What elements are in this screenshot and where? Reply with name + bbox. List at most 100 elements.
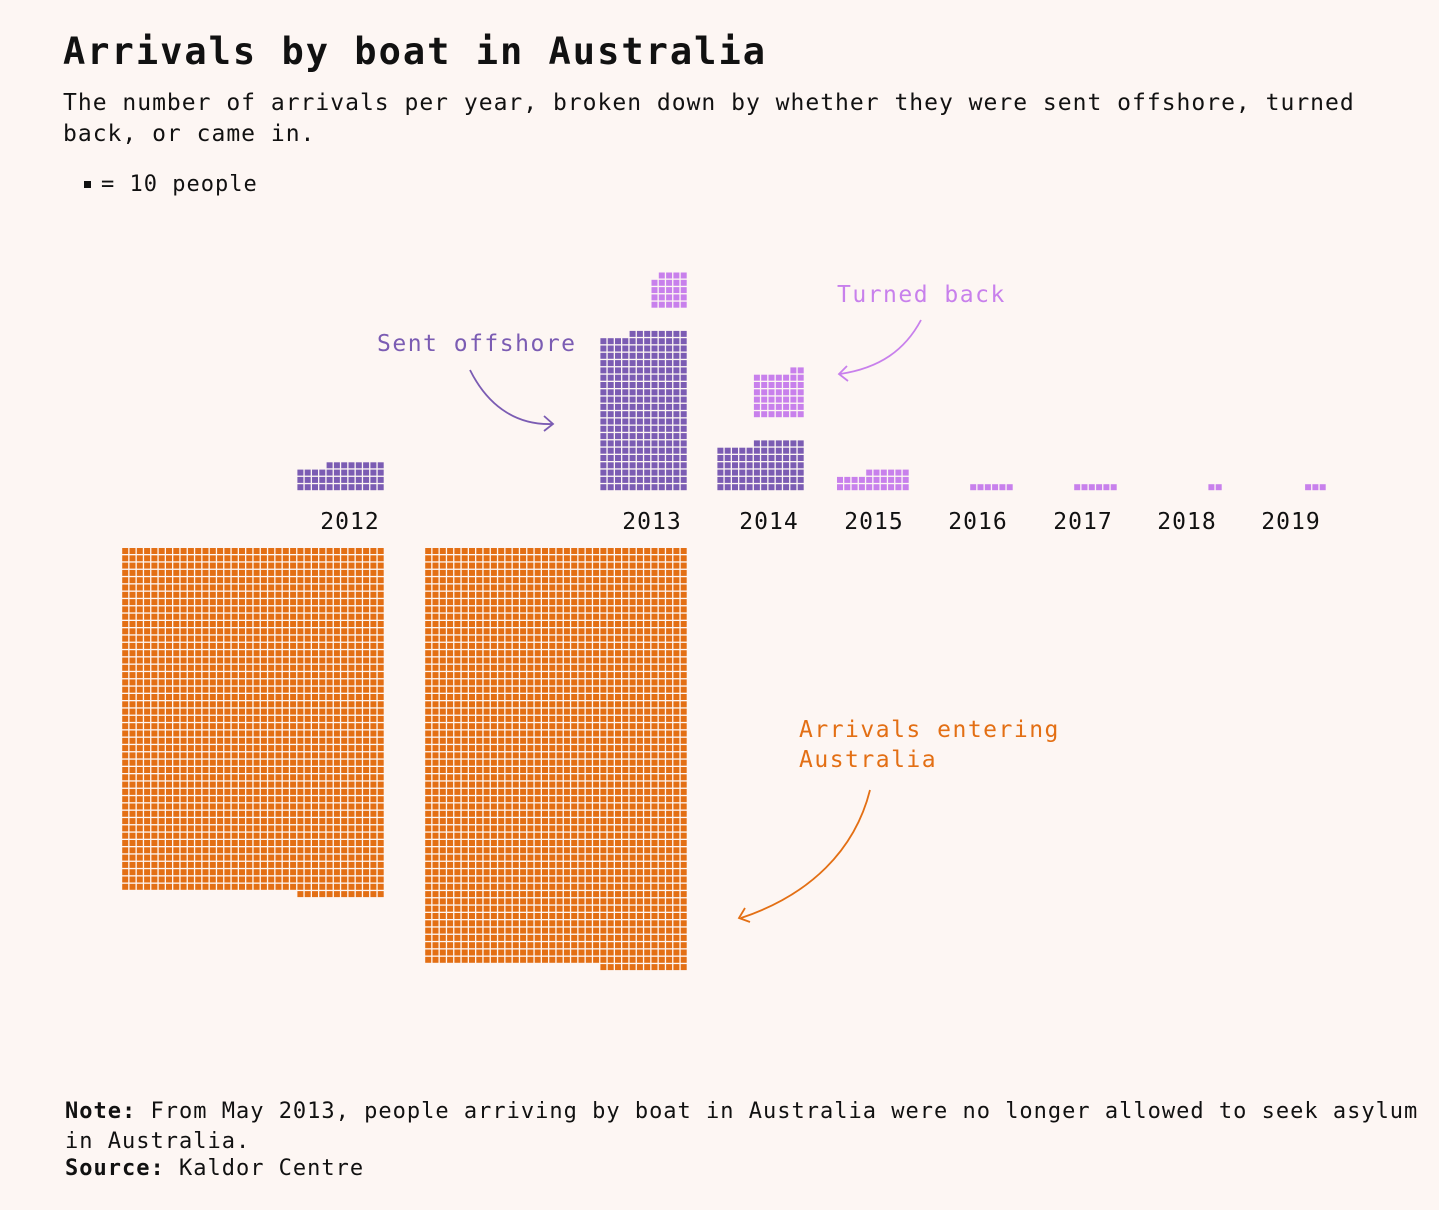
waffle-cell-entering-2012 [202,577,209,584]
waffle-cell-entering-2012 [180,679,187,686]
waffle-cell-turned-back-2013 [680,279,687,286]
waffle-cell-entering-2013 [498,701,505,708]
legend-square-icon [84,181,91,188]
waffle-cell-entering-2013 [600,562,607,569]
waffle-cell-entering-2013 [615,613,621,620]
waffle-cell-sent-offshore-2013 [607,374,614,381]
waffle-cell-entering-2012 [136,796,143,803]
waffle-cell-sent-offshore-2013 [607,418,614,425]
waffle-cell-sent-offshore-2013 [673,367,680,374]
waffle-cell-entering-2013 [542,956,548,963]
waffle-cell-sent-offshore-2013 [680,462,687,469]
waffle-cell-entering-2012 [173,832,180,839]
waffle-cell-entering-2012 [224,664,231,671]
waffle-cell-entering-2012 [377,759,384,766]
waffle-cell-entering-2012 [195,577,202,584]
waffle-cell-entering-2013 [505,621,512,627]
waffle-cell-entering-2012 [333,613,340,620]
waffle-cell-entering-2013 [520,621,527,627]
waffle-cell-entering-2013 [615,774,621,781]
waffle-cell-entering-2012 [341,759,348,766]
waffle-cell-entering-2012 [144,657,151,664]
waffle-cell-entering-2012 [158,635,165,642]
waffle-cell-entering-2013 [461,847,468,854]
waffle-cell-sent-offshore-2014 [797,476,804,483]
waffle-cell-entering-2013 [469,869,475,876]
waffle-cell-entering-2013 [644,905,651,912]
waffle-cell-entering-2012 [341,686,348,693]
waffle-cell-entering-2012 [166,825,172,832]
waffle-cell-entering-2012 [297,672,304,679]
waffle-cell-entering-2012 [312,788,318,795]
waffle-cell-entering-2013 [607,635,614,642]
waffle-cell-entering-2013 [520,920,527,927]
waffle-cell-entering-2012 [202,723,209,730]
waffle-cell-entering-2012 [363,825,370,832]
waffle-cell-entering-2013 [505,759,512,766]
waffle-cell-entering-2012 [239,562,245,569]
waffle-cell-entering-2013 [498,650,505,657]
waffle-cell-entering-2012 [173,650,180,657]
waffle-cell-entering-2013 [512,694,519,700]
waffle-cell-entering-2013 [673,861,680,868]
waffle-cell-entering-2013 [490,840,497,846]
waffle-cell-entering-2012 [122,759,129,766]
waffle-cell-entering-2013 [673,621,680,627]
waffle-cell-entering-2013 [644,694,651,700]
waffle-cell-entering-2013 [425,577,432,584]
waffle-cell-entering-2013 [585,861,592,868]
waffle-cell-entering-2012 [158,621,165,627]
waffle-cell-entering-2013 [666,650,673,657]
waffle-cell-entering-2012 [297,613,304,620]
waffle-cell-entering-2013 [520,635,527,642]
waffle-cell-entering-2013 [527,949,534,956]
waffle-cell-entering-2013 [542,657,548,664]
waffle-cell-entering-2013 [593,723,600,730]
waffle-cell-entering-2012 [158,584,165,591]
waffle-cell-entering-2012 [224,854,231,861]
waffle-cell-entering-2012 [239,796,245,803]
waffle-cell-entering-2013 [425,628,432,635]
waffle-cell-entering-2013 [527,788,534,795]
waffle-cell-entering-2012 [136,584,143,591]
waffle-cell-entering-2012 [268,555,275,562]
waffle-cell-entering-2012 [122,679,129,686]
waffle-cell-entering-2012 [122,577,129,584]
waffle-cell-entering-2012 [173,723,180,730]
waffle-cell-entering-2013 [549,949,556,956]
waffle-cell-entering-2013 [476,650,483,657]
waffle-cell-sent-offshore-2012 [333,462,340,469]
waffle-cell-entering-2013 [490,745,497,752]
waffle-cell-entering-2012 [129,861,136,868]
waffle-cell-sent-offshore-2013 [600,352,607,359]
waffle-cell-entering-2012 [144,679,151,686]
waffle-cell-entering-2012 [144,555,151,562]
waffle-cell-entering-2013 [673,847,680,854]
waffle-cell-entering-2012 [370,708,377,715]
waffle-cell-entering-2013 [469,599,475,606]
waffle-cell-entering-2013 [505,861,512,868]
waffle-cell-entering-2013 [549,745,556,752]
waffle-cell-entering-2012 [217,599,224,606]
waffle-cell-entering-2013 [527,934,534,941]
waffle-cell-entering-2013 [505,774,512,781]
year-label-2017: 2017 [1053,509,1112,535]
waffle-cell-entering-2013 [439,825,446,832]
waffle-cell-sent-offshore-2014 [739,484,746,491]
waffle-cell-entering-2012 [187,672,194,679]
waffle-cell-entering-2013 [593,606,600,613]
waffle-cell-sent-offshore-2014 [739,462,746,469]
waffle-cell-entering-2012 [268,642,275,649]
waffle-cell-entering-2012 [341,657,348,664]
waffle-cell-entering-2012 [377,854,384,861]
waffle-cell-entering-2012 [180,657,187,664]
waffle-cell-entering-2012 [260,555,267,562]
waffle-cell-entering-2012 [180,788,187,795]
waffle-cell-entering-2012 [355,621,362,627]
waffle-cell-turned-back-2015 [880,484,887,491]
waffle-cell-entering-2012 [363,628,370,635]
waffle-cell-sent-offshore-2014 [768,447,775,454]
waffle-cell-entering-2013 [490,599,497,606]
waffle-cell-entering-2013 [556,781,563,788]
waffle-cell-entering-2013 [490,774,497,781]
